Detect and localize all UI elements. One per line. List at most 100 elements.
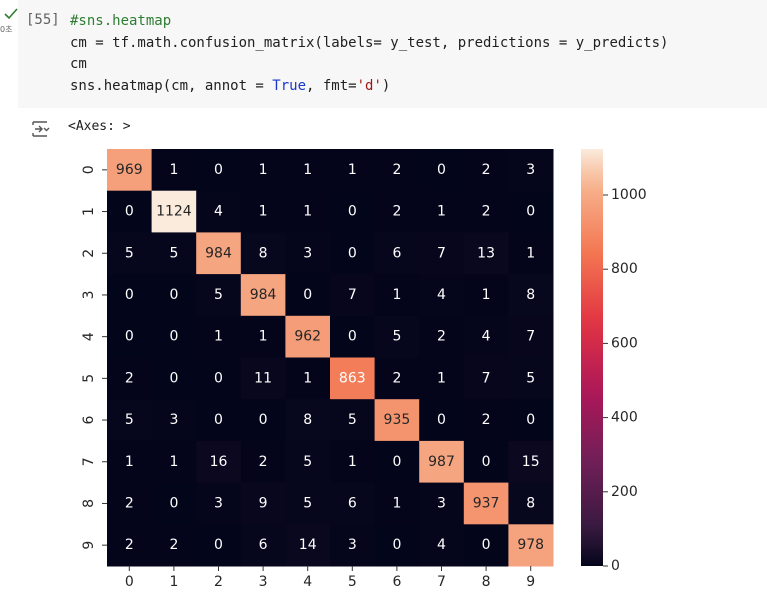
cell-label: 0 <box>169 370 178 386</box>
cell-label: 984 <box>250 287 277 303</box>
cell-label: 7 <box>526 329 535 345</box>
y-tick-label: 2 <box>81 249 97 258</box>
cell-label: 5 <box>125 245 134 261</box>
cell-label: 1 <box>214 329 223 345</box>
heatmap-cell <box>107 232 153 275</box>
cell-label: 0 <box>348 329 357 345</box>
heatmap-cell <box>240 274 286 317</box>
heatmap-cell <box>285 274 331 317</box>
heatmap-cell <box>196 482 242 525</box>
heatmap-cell <box>330 524 376 567</box>
cell-label: 2 <box>482 162 491 178</box>
colorbar-tick-label: 1000 <box>611 187 647 203</box>
heatmap-cell <box>240 524 286 567</box>
cell-label: 11 <box>254 370 272 386</box>
cell-label: 3 <box>169 412 178 428</box>
cell-label: 3 <box>214 495 223 511</box>
cell-label: 0 <box>169 495 178 511</box>
heatmap-cell <box>374 482 420 525</box>
cell-label: 0 <box>526 204 535 220</box>
cell-label: 0 <box>437 412 446 428</box>
cell-label: 935 <box>384 412 411 428</box>
heatmap-cell <box>330 357 376 400</box>
cell-label: 5 <box>214 287 223 303</box>
cell-label: 2 <box>482 412 491 428</box>
cell-label: 3 <box>437 495 446 511</box>
heatmap-cell <box>240 149 286 192</box>
cell-label: 6 <box>348 495 357 511</box>
cell-label: 6 <box>259 537 268 553</box>
cell-label: 7 <box>348 287 357 303</box>
heatmap-cell <box>151 357 197 400</box>
cell-label: 978 <box>517 537 544 553</box>
cell-label: 4 <box>482 329 491 345</box>
output-icon[interactable] <box>31 120 51 138</box>
x-tick-label: 5 <box>348 574 357 590</box>
cell-label: 1 <box>259 329 268 345</box>
cell-label: 0 <box>125 329 134 345</box>
code-token: #sns.heatmap <box>70 13 172 29</box>
cell-label: 2 <box>482 204 491 220</box>
heatmap-cell <box>463 482 509 525</box>
cell-label: 0 <box>526 412 535 428</box>
code-token: True <box>272 78 307 95</box>
heatmap-cell <box>151 315 197 358</box>
y-tick-label: 1 <box>81 207 97 216</box>
cell-label: 0 <box>437 162 446 178</box>
heatmap-cell <box>240 232 286 275</box>
heatmap-cell <box>508 190 554 233</box>
heatmap-cell <box>419 357 465 400</box>
y-tick-label: 5 <box>81 374 97 383</box>
x-tick-label: 3 <box>259 574 268 590</box>
heatmap-cell <box>330 315 376 358</box>
heatmap-cell <box>107 524 153 567</box>
cell-label: 1 <box>437 370 446 386</box>
heatmap-cell <box>240 440 286 484</box>
heatmap-cell <box>330 232 376 275</box>
cell-label: 4 <box>214 204 223 220</box>
heatmap-cell <box>285 482 331 525</box>
code-token: 'd' <box>356 78 382 95</box>
cell-label: 863 <box>339 370 366 386</box>
cell-label: 2 <box>169 537 178 553</box>
heatmap-cell <box>508 232 554 275</box>
cell-label: 1 <box>526 245 535 261</box>
heatmap-cell <box>151 399 197 442</box>
cell-label: 2 <box>125 495 134 511</box>
cell-label: 8 <box>259 245 268 261</box>
cell-label: 1 <box>125 454 134 470</box>
heatmap-cell <box>508 274 554 317</box>
heatmap-cell <box>107 357 153 400</box>
cell-label: 1 <box>169 162 178 178</box>
cell-label: 0 <box>482 454 491 470</box>
cell-label: 4 <box>437 537 446 553</box>
heatmap-cell <box>374 149 420 192</box>
colorbar-tick-label: 800 <box>611 261 638 277</box>
execution-count: [55] <box>26 12 60 28</box>
cell-label: 2 <box>392 204 401 220</box>
x-tick-label: 1 <box>169 574 178 590</box>
heatmap-cell <box>107 315 153 358</box>
cell-label: 1 <box>482 287 491 303</box>
heatmap-cell <box>330 399 376 442</box>
heatmap-cell <box>374 315 420 358</box>
cell-label: 3 <box>526 162 535 178</box>
cell-label: 1 <box>303 370 312 386</box>
cell-label: 14 <box>299 537 317 553</box>
cell-label: 0 <box>392 454 401 470</box>
heatmap-cell <box>374 440 420 484</box>
cell-label: 0 <box>259 412 268 428</box>
cell-label: 1 <box>348 162 357 178</box>
colorbar <box>581 149 603 566</box>
heatmap-cell <box>463 274 509 317</box>
cell-label: 3 <box>303 245 312 261</box>
heatmap-cell <box>374 524 420 567</box>
heatmap-cell <box>151 482 197 525</box>
cell-label: 2 <box>259 454 268 470</box>
cell-label: 0 <box>482 537 491 553</box>
cell-label: 9 <box>259 495 268 511</box>
code: #sns.heatmap cm = tf.math.confusion_matr… <box>70 11 668 98</box>
heatmap-cell <box>240 315 286 358</box>
heatmap-cell <box>419 232 465 275</box>
x-tick-label: 9 <box>526 574 535 590</box>
